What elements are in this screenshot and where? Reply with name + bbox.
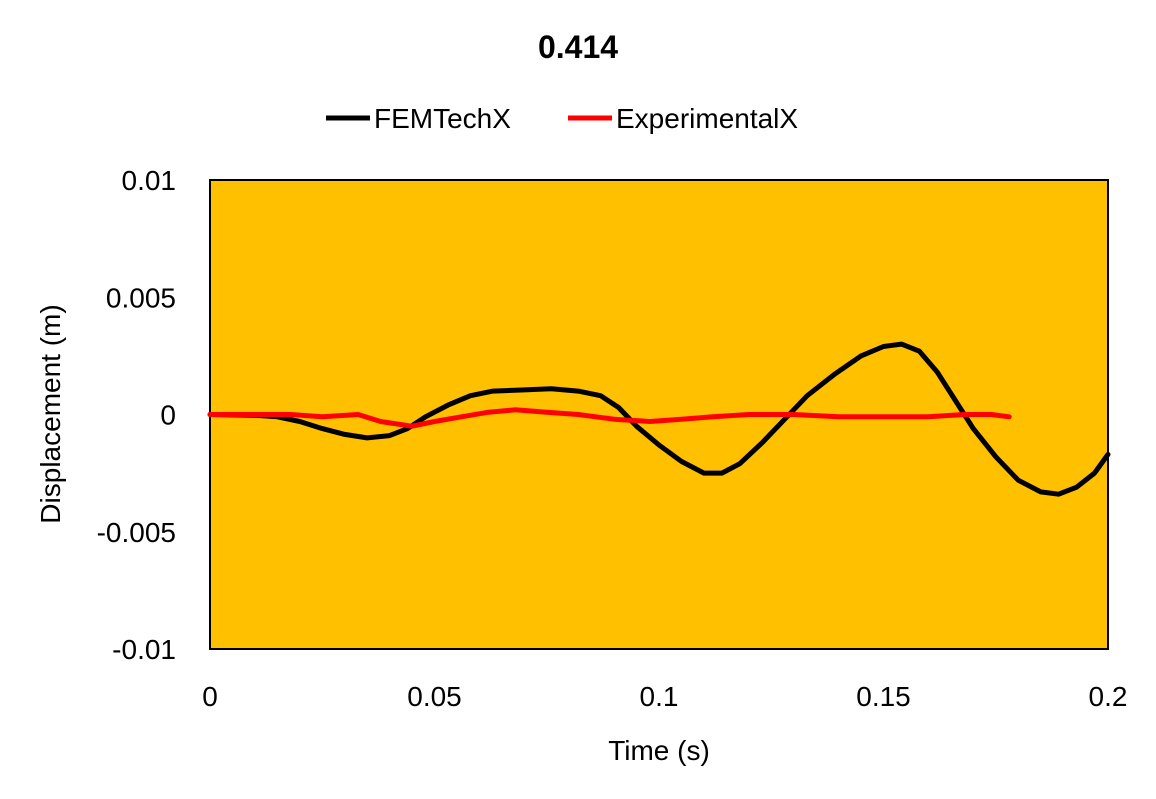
series-line-experimentalx xyxy=(207,407,1012,429)
legend-label-femtechx: FEMTechX xyxy=(374,103,511,134)
series-layer xyxy=(207,341,1111,497)
legend-label-experimentalx: ExperimentalX xyxy=(616,103,798,134)
y-axis-label: Displacement (m) xyxy=(35,304,66,523)
y-tick-label: -0.01 xyxy=(112,634,176,665)
chart-title: 0.414 xyxy=(538,29,618,65)
x-tick-label: 0.15 xyxy=(856,681,911,712)
x-tick-label: 0.2 xyxy=(1089,681,1128,712)
x-tick-labels: 0 0.05 0.1 0.15 0.2 xyxy=(202,681,1127,712)
x-tick-label: 0 xyxy=(202,681,218,712)
x-tick-label: 0.05 xyxy=(407,681,462,712)
y-tick-label: 0 xyxy=(160,400,176,431)
y-tick-label: -0.005 xyxy=(97,517,176,548)
y-tick-label: 0.01 xyxy=(122,165,177,196)
y-tick-label: 0.005 xyxy=(106,282,176,313)
series-line-femtechx xyxy=(207,341,1111,497)
y-tick-labels: 0.01 0.005 0 -0.005 -0.01 xyxy=(97,165,176,665)
x-axis-label: Time (s) xyxy=(608,735,710,766)
x-tick-label: 0.1 xyxy=(640,681,679,712)
legend: FEMTechX ExperimentalX xyxy=(326,103,798,134)
